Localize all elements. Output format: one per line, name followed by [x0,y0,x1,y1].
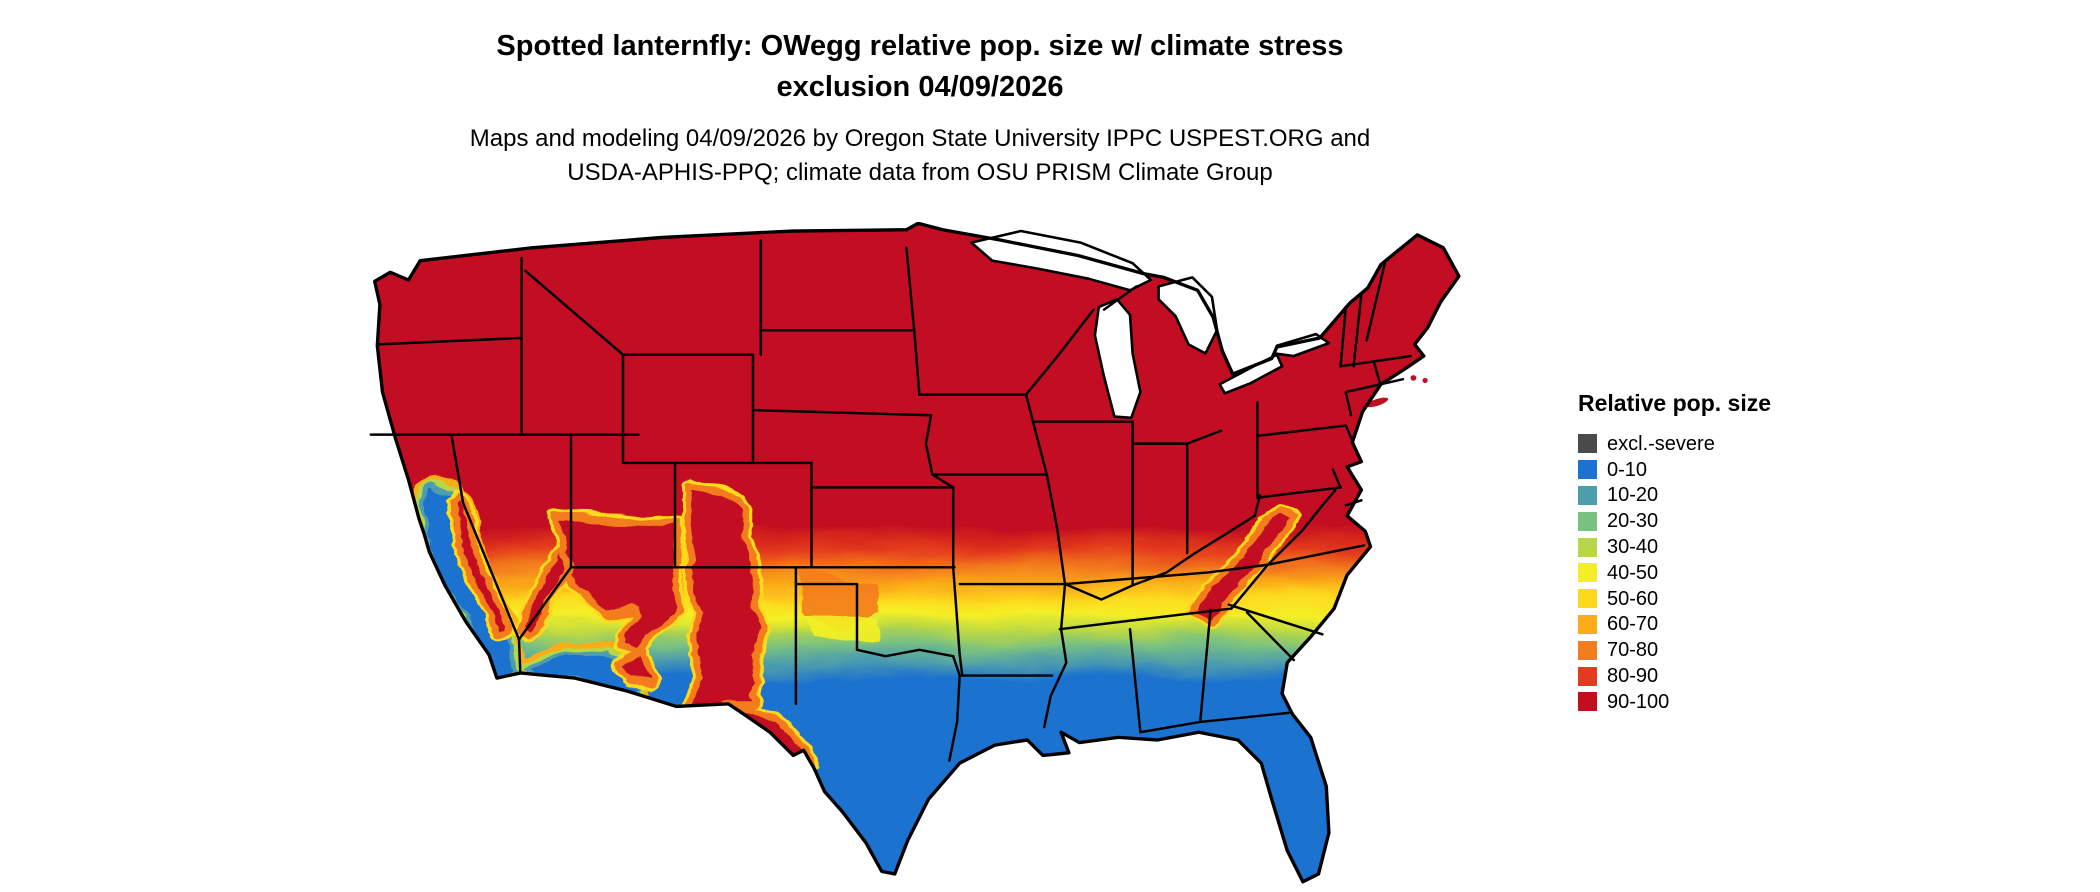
legend-item: 90-100 [1578,689,1838,715]
legend-label: 70-80 [1607,639,1659,662]
legend-item: 80-90 [1578,663,1838,689]
legend-swatch [1578,537,1597,557]
legend-swatch [1578,485,1597,505]
legend-item: 30-40 [1578,534,1838,560]
us-map-container [298,222,1546,892]
subtitle-line-2: USDA-APHIS-PPQ; climate data from OSU PR… [567,159,1273,186]
coastal-islands [1365,375,1428,408]
lake-michigan [1093,298,1142,420]
legend-items: excl.-severe 0-10 10-20 20-30 30-40 40-50 50-6… [1578,431,1838,715]
legend-swatch [1578,666,1597,686]
legend-swatch [1578,692,1597,712]
title-line-1: Spotted lanternfly: OWegg relative pop. … [496,30,1344,62]
legend-swatch [1578,589,1597,609]
legend-label: 50-60 [1607,587,1659,610]
lake-superior [970,229,1153,292]
legend-item: 60-70 [1578,612,1838,638]
legend-swatch [1578,563,1597,583]
map-title: Spotted lanternfly: OWegg relative pop. … [220,26,1620,108]
map-legend: Relative pop. size excl.-severe 0-10 10-20… [1578,390,1838,715]
legend-label: 60-70 [1607,613,1659,636]
us-map [369,222,1461,884]
legend-item: 20-30 [1578,508,1838,534]
legend-swatch [1578,511,1597,531]
us-outline [373,222,1461,884]
legend-title: Relative pop. size [1578,390,1772,416]
legend-label: 10-20 [1607,484,1659,507]
legend-swatch [1578,460,1597,480]
legend-label: 80-90 [1607,665,1659,688]
legend-item: 0-10 [1578,457,1838,483]
legend-item: 10-20 [1578,483,1838,509]
legend-swatch [1578,434,1597,454]
legend-label: 20-30 [1607,510,1659,533]
legend-item: 50-60 [1578,586,1838,612]
legend-item: excl.-severe [1578,431,1838,457]
legend-label: 30-40 [1607,536,1659,559]
subtitle-line-1: Maps and modeling 04/09/2026 by Oregon S… [469,125,1371,152]
legend-label: excl.-severe [1607,432,1715,455]
legend-item: 40-50 [1578,560,1838,586]
legend-label: 40-50 [1607,561,1659,584]
legend-label: 90-100 [1607,690,1670,713]
state-boundaries [369,238,1413,762]
legend-swatch [1578,640,1597,660]
title-line-2: exclusion 04/09/2026 [776,71,1064,103]
legend-label: 0-10 [1607,458,1648,481]
legend-swatch [1578,614,1597,634]
legend-item: 70-80 [1578,637,1838,663]
map-subtitle: Maps and modeling 04/09/2026 by Oregon S… [220,122,1620,190]
